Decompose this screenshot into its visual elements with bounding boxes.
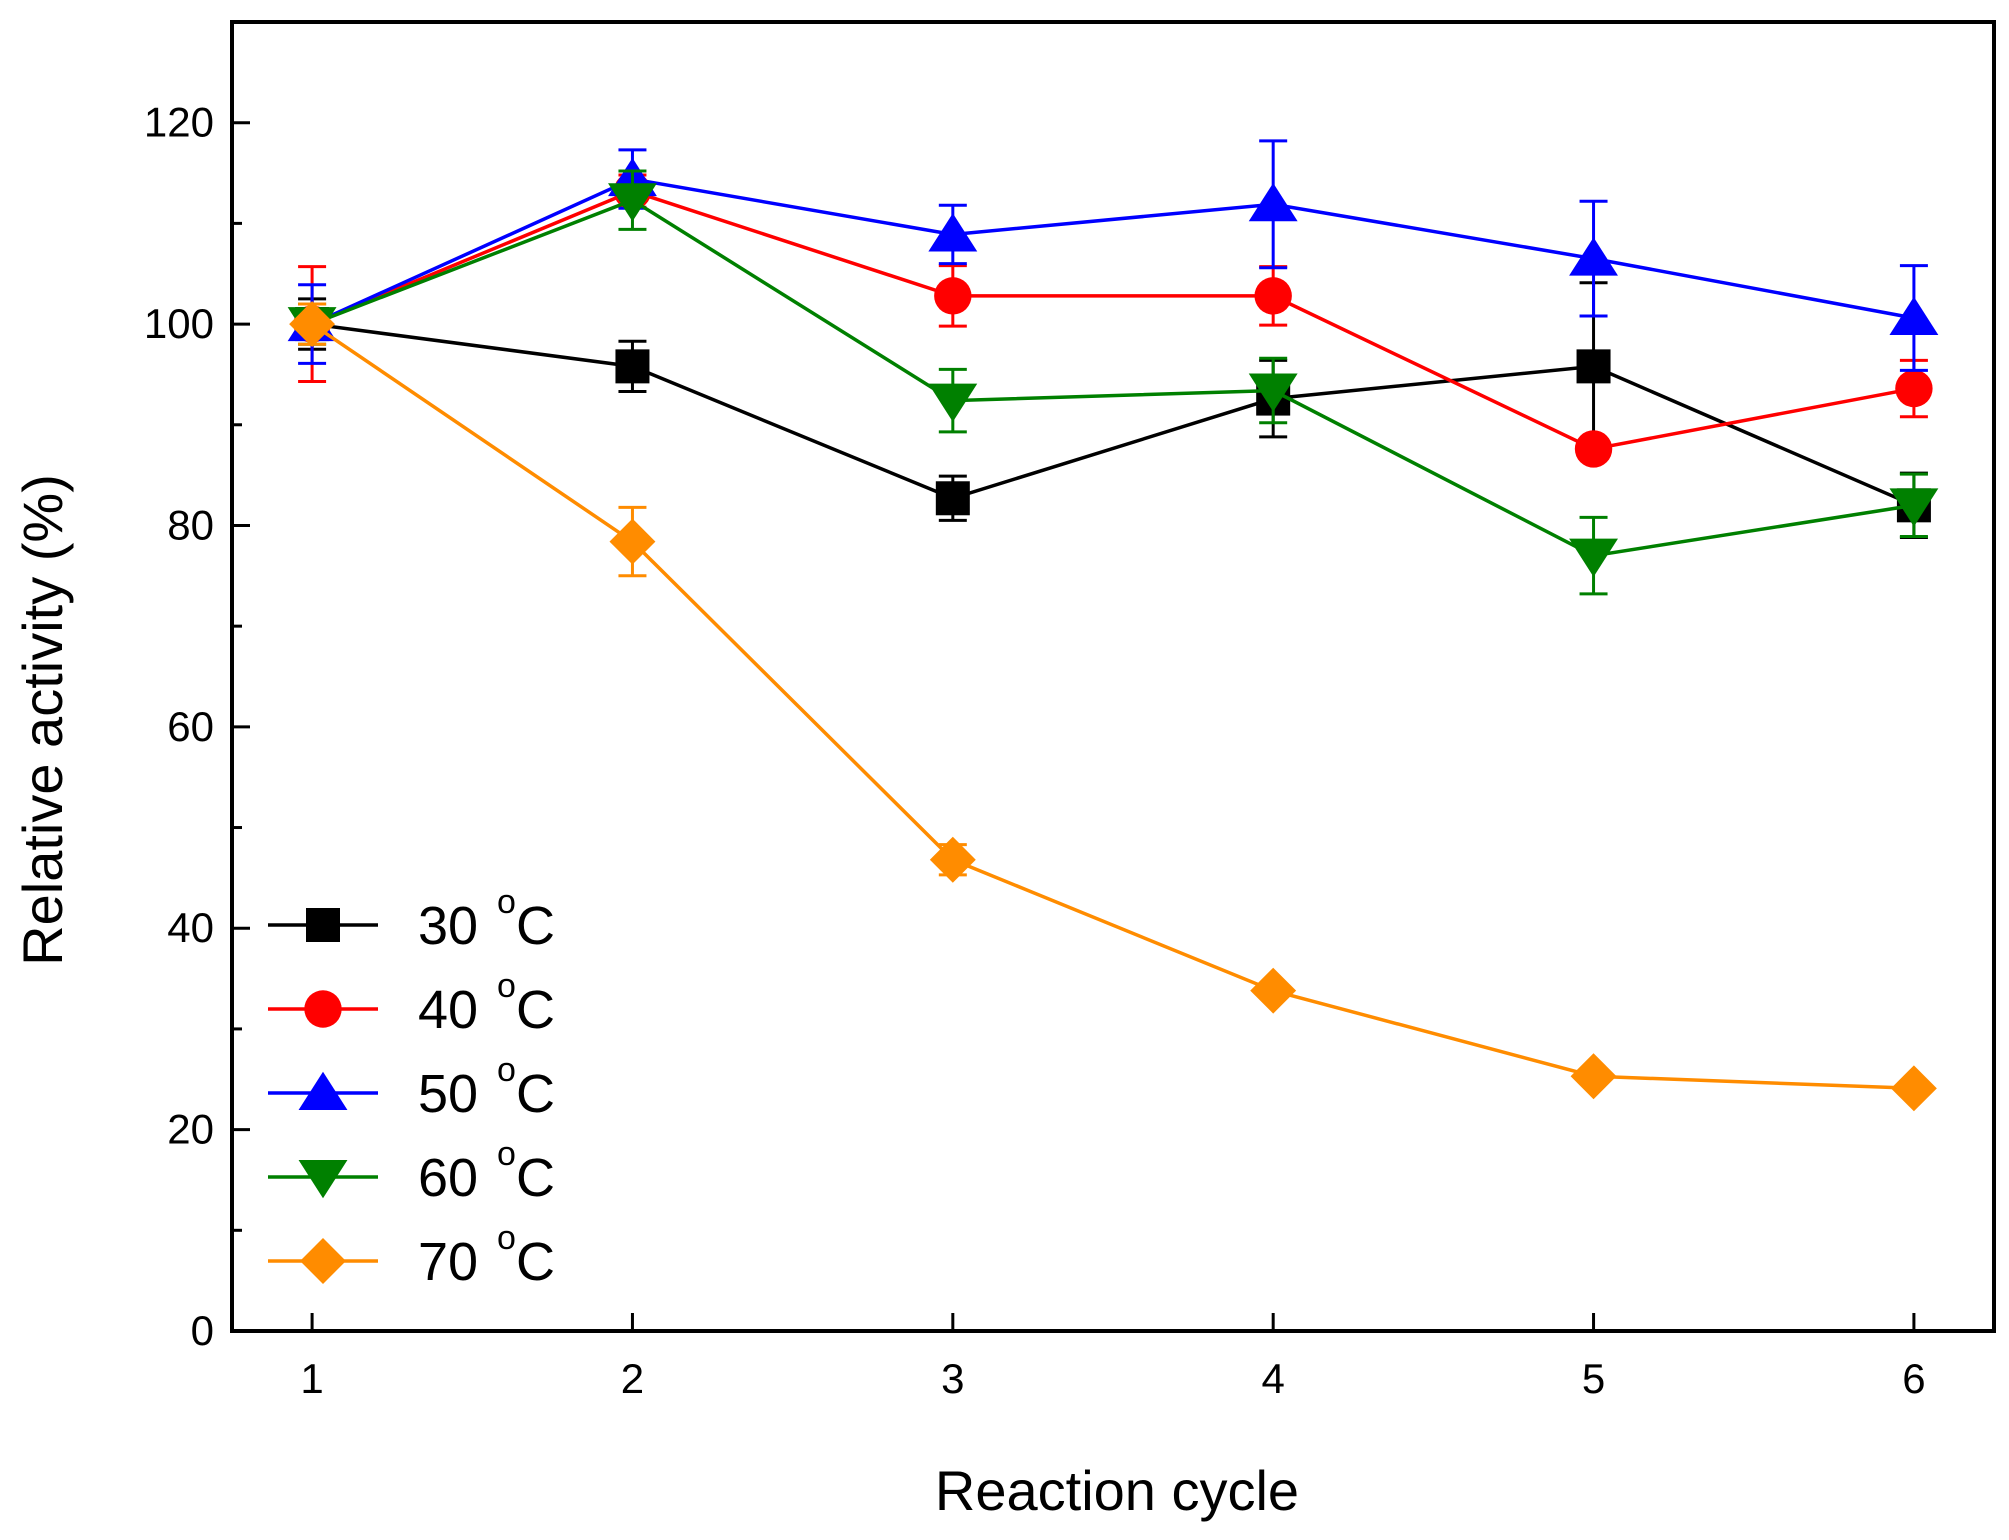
data-point [1576,349,1611,384]
plot-border [230,20,1996,1333]
series-line [311,177,1915,326]
x-tick-label: 5 [1582,1355,1605,1402]
y-tick-label: 40 [167,904,214,951]
legend-marker [298,1160,348,1199]
data-point [928,213,978,252]
data-point [609,518,656,565]
data-point [929,836,976,883]
legend-marker [306,908,340,942]
legend-entry: 30 o C [268,883,555,956]
series-line [311,198,1915,558]
y-tick-label: 120 [144,99,214,146]
legend-label-degree: o [497,1135,516,1173]
series-triangle-down [287,169,1939,596]
plot-frame [230,20,1996,1333]
x-tick-label: 3 [941,1355,964,1402]
legend: 30 o C40 o C50 o C60 o C70 o C [268,883,555,1292]
x-tick-label: 1 [300,1355,323,1402]
legend-label-value: 70 [418,1232,478,1292]
legend-marker [304,990,342,1028]
x-tick-label: 4 [1262,1355,1285,1402]
y-tick-label: 0 [191,1307,214,1354]
legend-label-unit: C [516,980,555,1040]
data-point [1248,183,1298,222]
legend-label-degree: o [497,1051,516,1089]
legend-entry: 40 o C [268,967,555,1040]
data-point [1250,967,1297,1014]
legend-label-degree: o [497,967,516,1005]
series-square [295,281,1931,540]
data-point [935,481,970,516]
legend-label-unit: C [516,1148,555,1208]
legend-label-value: 30 [418,896,478,956]
x-tick-label: 6 [1902,1355,1925,1402]
series-layer [287,139,1939,1112]
legend-label-value: 40 [418,980,478,1040]
y-tick-label: 20 [167,1106,214,1153]
legend-label-value: 60 [418,1148,478,1208]
axis-ticks: 0 20 40 60 80 100 120 1 2 3 4 5 6 [144,99,1926,1402]
y-tick-label: 80 [167,501,214,548]
legend-entry: 70 o C [268,1219,555,1292]
legend-label-degree: o [497,1219,516,1257]
legend-marker [300,1238,346,1284]
legend-label-unit: C [516,1064,555,1124]
data-point [1570,1053,1617,1100]
series-line [311,322,1914,1091]
data-point [928,383,978,422]
legend-label-unit: C [516,896,555,956]
y-axis-title: Relative activity (%) [11,474,74,966]
legend-label-value: 50 [418,1064,478,1124]
data-point [1254,277,1292,315]
x-tick-label: 2 [621,1355,644,1402]
y-tick-label: 60 [167,703,214,750]
series-line [311,189,1915,451]
legend-label-degree: o [497,883,516,921]
data-point [1890,1065,1937,1112]
series-diamond [289,301,1937,1112]
series-triangle-up [287,139,1939,372]
data-point [1569,538,1618,577]
data-point [1248,373,1298,412]
data-point [1889,296,1939,336]
data-point [934,277,972,315]
legend-entry: 60 o C [268,1135,555,1208]
data-point [615,349,650,384]
data-point [289,301,336,348]
x-axis-title: Reaction cycle [935,1459,1299,1522]
data-point [1569,237,1618,276]
legend-entry: 50 o C [268,1051,555,1124]
data-point [1895,369,1933,408]
y-tick-label: 100 [144,300,214,347]
data-point [1574,430,1613,468]
legend-marker [298,1071,348,1110]
series-line [311,322,1915,507]
legend-label-unit: C [516,1232,555,1292]
series-circle [293,172,1933,468]
data-point [608,183,657,222]
data-point [1889,488,1939,527]
